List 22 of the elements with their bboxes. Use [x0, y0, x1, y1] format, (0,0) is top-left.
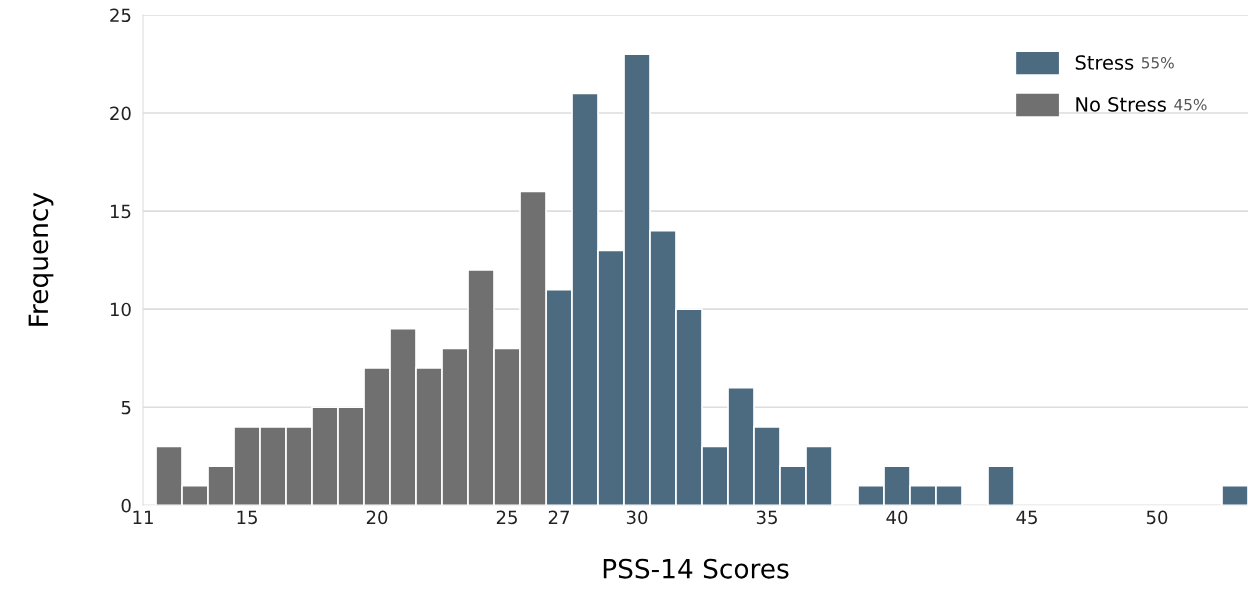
x-tick-label: 11 — [133, 510, 153, 524]
x-tick-label: 30 — [626, 510, 648, 525]
y-axis-title: Frequency — [28, 192, 54, 326]
x-tick-label: 50 — [1146, 510, 1168, 525]
y-tick-label: 5 — [121, 400, 131, 415]
x-tick-label: 35 — [756, 510, 777, 525]
x-tick-label: 15 — [237, 510, 257, 525]
annotation: 55% — [1141, 56, 1174, 69]
x-tick-label: 40 — [886, 510, 908, 525]
y-tick-label: 25 — [110, 8, 131, 23]
legend-label: Stress — [1075, 55, 1134, 70]
x-tick-label: 27 — [548, 510, 569, 524]
x-tick-label: 20 — [366, 510, 388, 525]
legend-label: No Stress — [1076, 97, 1166, 112]
annotation: 45% — [1174, 98, 1207, 111]
x-tick-label: 25 — [496, 510, 517, 525]
y-tick-label: 0 — [121, 498, 131, 513]
y-tick-label: 20 — [110, 106, 131, 121]
x-tick-label: 45 — [1016, 510, 1037, 525]
x-axis-title: PSS-14 Scores — [603, 558, 789, 579]
y-tick-label: 10 — [110, 302, 131, 317]
y-tick-label: 15 — [110, 204, 131, 219]
